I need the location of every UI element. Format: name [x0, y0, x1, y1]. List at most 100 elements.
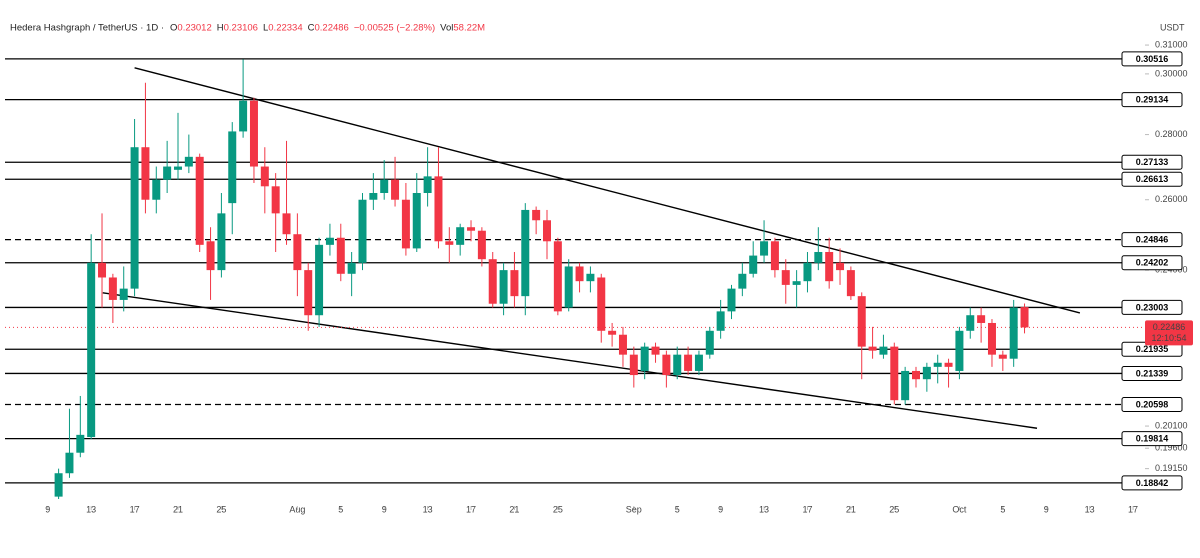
candle-body	[119, 288, 128, 300]
candle-body	[738, 273, 747, 289]
x-tick-label: 17	[802, 504, 812, 514]
candle-body	[597, 277, 606, 331]
candle-body	[260, 166, 269, 187]
candle-body	[108, 277, 117, 300]
level-label: 0.18842	[1136, 478, 1169, 488]
candle-body	[532, 209, 541, 221]
level-label: 0.24846	[1136, 235, 1169, 245]
level-label-box	[1121, 171, 1183, 187]
candle-body	[727, 288, 736, 312]
candle-body	[618, 334, 627, 355]
stat-key: L	[263, 23, 268, 34]
candle-body	[586, 273, 595, 282]
candle-body	[130, 147, 139, 289]
level-label-box	[1121, 51, 1183, 67]
candle-body	[54, 473, 63, 497]
volume-key: Vol	[440, 23, 453, 34]
candle-body	[304, 270, 313, 316]
volume-value: 58.22M	[453, 23, 485, 34]
candle-body	[391, 179, 400, 200]
y-tick-label: 0.28000	[1155, 129, 1188, 139]
candle-body	[76, 434, 85, 453]
candle-body	[369, 192, 378, 200]
candle-body	[412, 192, 421, 249]
trendline	[134, 67, 1081, 314]
y-tick-label: 0.19600	[1155, 443, 1188, 453]
x-tick-label: 13	[759, 504, 769, 514]
candle-body	[173, 166, 182, 170]
candle-body	[542, 220, 551, 242]
level-label: 0.29134	[1136, 95, 1169, 105]
candle-body	[694, 354, 703, 371]
x-tick-label: Aug	[289, 504, 305, 514]
candle-body	[163, 166, 172, 180]
level-label: 0.27133	[1136, 157, 1169, 167]
x-tick-label: Oct	[952, 504, 967, 514]
candle-body	[857, 296, 866, 347]
level-label-box	[1121, 365, 1183, 381]
x-tick-label: 5	[338, 504, 343, 514]
symbol-title: Hedera Hashgraph / TetherUS · 1D ·	[10, 23, 164, 34]
candle-body	[315, 244, 324, 316]
candle-body	[239, 100, 248, 132]
trendline	[102, 292, 1038, 429]
x-tick-label: 13	[1085, 504, 1095, 514]
stat-key: H	[217, 23, 224, 34]
candle-body	[846, 270, 855, 297]
candle-body	[336, 237, 345, 274]
candle-body	[901, 370, 910, 401]
candle-body	[955, 330, 964, 371]
candle-body	[922, 366, 931, 380]
x-tick-label: 17	[130, 504, 140, 514]
candle-body	[65, 452, 74, 474]
candle-body	[87, 262, 96, 438]
candle-body	[684, 354, 693, 371]
level-label-box	[1121, 397, 1183, 413]
x-tick-label: 5	[675, 504, 680, 514]
candle-body	[401, 199, 410, 249]
candle-body	[890, 346, 899, 401]
candle-body	[673, 354, 682, 376]
candle-body	[184, 156, 193, 167]
candle-body	[705, 330, 714, 355]
level-label-box	[1121, 154, 1183, 170]
stat-value: 0.23012	[177, 23, 211, 34]
candle-body	[933, 362, 942, 367]
y-tick-label: 0.19150	[1155, 463, 1188, 473]
candle-body	[998, 354, 1007, 359]
y-tick-label: 0.20100	[1155, 420, 1188, 430]
candle-body	[510, 270, 519, 297]
level-label-box	[1121, 431, 1183, 447]
y-tick-label: 0.30000	[1155, 68, 1188, 78]
level-label: 0.24202	[1136, 258, 1169, 268]
x-tick-label: 17	[466, 504, 476, 514]
candle-body	[564, 266, 573, 308]
level-label-box	[1121, 299, 1183, 315]
candle-body	[825, 251, 834, 282]
level-label: 0.19814	[1136, 434, 1169, 444]
candle-body	[760, 241, 769, 256]
candle-body	[651, 346, 660, 355]
candle-body	[868, 346, 877, 351]
candle-body	[152, 179, 161, 200]
candle-body	[879, 346, 888, 355]
candle-body	[749, 255, 758, 274]
candle-body	[380, 179, 389, 193]
candle-body	[467, 227, 476, 231]
x-tick-label: 21	[509, 504, 519, 514]
candle-body	[770, 241, 779, 271]
candle-body	[814, 251, 823, 263]
candle-body	[293, 234, 302, 271]
level-label: 0.30516	[1136, 54, 1169, 64]
x-tick-label: 25	[553, 504, 563, 514]
change: −0.00525 (−2.28%)	[354, 23, 435, 34]
y-tick-label: 0.31000	[1155, 39, 1188, 49]
candle-body	[553, 241, 562, 312]
level-label-box	[1121, 255, 1183, 271]
candle-body	[575, 266, 584, 282]
candle-body	[499, 270, 508, 304]
x-tick-label: 9	[45, 504, 50, 514]
candle-body	[228, 131, 237, 204]
candle-body	[358, 199, 367, 263]
